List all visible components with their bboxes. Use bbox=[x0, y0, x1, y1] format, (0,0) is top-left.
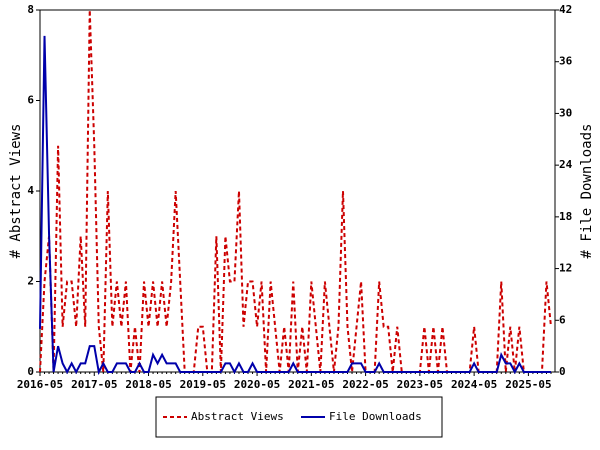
y-axis-title: # Abstract Views bbox=[8, 124, 24, 259]
y2-tick-label: 12 bbox=[559, 262, 572, 275]
y-tick-label: 2 bbox=[27, 275, 34, 288]
x-tick-label: 2025-05 bbox=[505, 378, 551, 391]
y2-tick-label: 18 bbox=[559, 210, 572, 223]
legend-label: Abstract Views bbox=[191, 410, 284, 423]
x-tick-label: 2021-05 bbox=[288, 378, 334, 391]
x-tick-label: 2022-05 bbox=[342, 378, 388, 391]
y-tick-label: 8 bbox=[27, 3, 34, 16]
y2-tick-label: 0 bbox=[559, 365, 566, 378]
legend-box bbox=[155, 396, 443, 438]
x-tick-label: 2017-05 bbox=[71, 378, 117, 391]
x-tick-label: 2023-05 bbox=[397, 378, 443, 391]
x-tick-label: 2018-05 bbox=[125, 378, 171, 391]
y2-tick-label: 30 bbox=[559, 106, 572, 119]
y2-tick-label: 36 bbox=[559, 55, 573, 68]
x-tick-label: 2024-05 bbox=[451, 378, 497, 391]
y-tick-label: 0 bbox=[27, 365, 34, 378]
series-line bbox=[39, 35, 551, 376]
x-tick-label: 2016-05 bbox=[17, 378, 63, 391]
y2-tick-label: 24 bbox=[559, 158, 573, 171]
y2-tick-label: 6 bbox=[559, 313, 566, 326]
series-line bbox=[39, 9, 552, 373]
y-tick-label: 6 bbox=[27, 94, 34, 107]
x-tick-label: 2019-05 bbox=[180, 378, 226, 391]
legend-label: File Downloads bbox=[329, 410, 422, 423]
y-tick-label: 4 bbox=[27, 184, 34, 197]
y2-axis-title: # File Downloads bbox=[579, 124, 595, 259]
plot-frame bbox=[39, 9, 556, 373]
x-tick-label: 2020-05 bbox=[234, 378, 280, 391]
y2-tick-label: 42 bbox=[559, 3, 572, 16]
